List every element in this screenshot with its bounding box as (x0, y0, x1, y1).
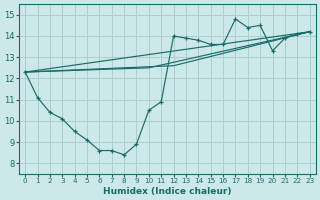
X-axis label: Humidex (Indice chaleur): Humidex (Indice chaleur) (103, 187, 232, 196)
